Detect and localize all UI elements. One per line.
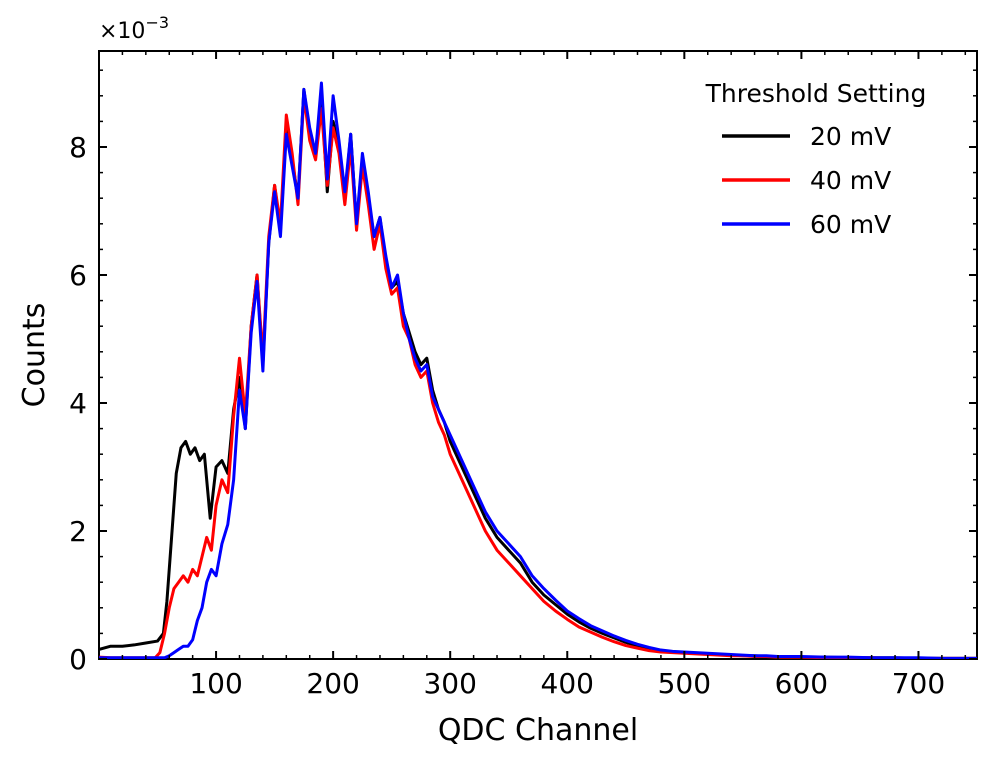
- y-tick-label: 6: [69, 259, 87, 292]
- y-tick-label: 8: [69, 131, 87, 164]
- x-tick-label: 500: [658, 667, 711, 700]
- x-tick-label: 700: [892, 667, 945, 700]
- legend-label: 20 mV: [810, 122, 891, 151]
- y-axis-label: Counts: [17, 303, 52, 408]
- x-axis-label: QDC Channel: [438, 713, 638, 748]
- x-tick-label: 400: [541, 667, 594, 700]
- series-layer: [99, 81, 977, 659]
- x-tick-label: 300: [423, 667, 476, 700]
- x-tick-label: 200: [306, 667, 359, 700]
- y-tick-label: 0: [69, 643, 87, 676]
- x-tick-label: 600: [775, 667, 828, 700]
- plot-frame: [98, 50, 978, 660]
- series-line-60-mv: [99, 81, 977, 659]
- y-tick-label: 4: [69, 387, 87, 420]
- y-multiplier: ×10−3: [99, 13, 169, 44]
- x-tick-label: 100: [189, 667, 242, 700]
- y-tick-label: 2: [69, 515, 87, 548]
- legend-title: Threshold Setting: [705, 79, 927, 108]
- ticks-layer: 100 200 300 400 500 600 700 0 2 4 6 8: [69, 51, 977, 700]
- legend-label: 40 mV: [810, 166, 891, 195]
- legend: Threshold Setting 20 mV 40 mV 60 mV: [705, 79, 927, 239]
- legend-label: 60 mV: [810, 210, 891, 239]
